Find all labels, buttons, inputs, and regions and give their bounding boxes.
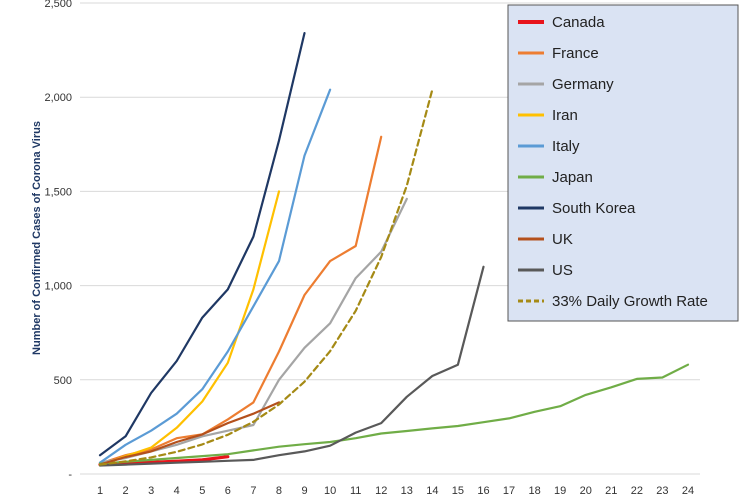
x-tick-label: 8 xyxy=(276,485,282,497)
legend-label-germany: Germany xyxy=(552,76,614,93)
y-axis-ticks: - 500 1,000 1,500 2,000 2,500 xyxy=(44,0,72,481)
legend-label-us: US xyxy=(552,262,573,279)
y-tick-label: 1,500 xyxy=(44,186,72,198)
y-tick-label: 500 xyxy=(54,375,72,387)
legend-label-33-daily-growth-rate: 33% Daily Growth Rate xyxy=(552,293,708,310)
legend-label-south-korea: South Korea xyxy=(552,200,636,217)
series-line-us xyxy=(98,265,485,467)
legend-label-iran: Iran xyxy=(552,107,578,124)
y-tick-label: 2,000 xyxy=(44,92,72,104)
x-tick-label: 9 xyxy=(301,485,307,497)
series-line-uk xyxy=(98,401,281,466)
x-tick-label: 22 xyxy=(631,485,643,497)
x-tick-label: 16 xyxy=(477,485,489,497)
legend-label-france: France xyxy=(552,45,599,62)
legend-label-canada: Canada xyxy=(552,14,605,31)
x-tick-label: 11 xyxy=(350,485,361,497)
series-line-33-daily-growth-rate xyxy=(98,88,434,466)
series-lines xyxy=(98,31,690,467)
legend: Canada France Germany Iran Italy Japan South K… xyxy=(507,4,739,322)
x-tick-label: 2 xyxy=(123,485,129,497)
legend-box xyxy=(507,4,739,322)
x-tick-label: 7 xyxy=(250,485,256,497)
series-line-iran xyxy=(98,190,281,467)
x-tick-label: 14 xyxy=(426,485,438,497)
x-tick-label: 10 xyxy=(324,485,336,497)
y-tick-label: 2,500 xyxy=(44,0,72,10)
x-tick-label: 3 xyxy=(148,485,154,497)
y-axis-title: Number of Confirmed Cases of Corona Viru… xyxy=(31,121,43,355)
x-tick-label: 4 xyxy=(174,485,180,497)
x-tick-label: 20 xyxy=(580,485,592,497)
legend-label-uk: UK xyxy=(552,231,573,248)
gridlines xyxy=(80,2,700,475)
x-tick-label: 18 xyxy=(528,485,540,497)
series-line-south-korea xyxy=(98,31,306,457)
x-tick-label: 23 xyxy=(656,485,668,497)
x-tick-label: 12 xyxy=(375,485,387,497)
legend-items: Canada France Germany Iran Italy Japan South K… xyxy=(518,14,708,310)
x-tick-label: 1 xyxy=(97,485,103,497)
x-tick-label: 21 xyxy=(605,485,617,497)
x-tick-label: 19 xyxy=(554,485,566,497)
y-tick-label: 1,000 xyxy=(44,281,72,293)
legend-label-japan: Japan xyxy=(552,169,593,186)
series-line-japan xyxy=(98,363,690,465)
x-tick-label: 17 xyxy=(503,485,515,497)
y-tick-label: - xyxy=(68,469,72,481)
x-tick-label: 24 xyxy=(682,485,694,497)
legend-label-italy: Italy xyxy=(552,138,580,155)
x-axis-ticks: 1 2 3 4 5 6 7 8 9 10 11 12 13 14 15 16 17 18 19 20 21 22 23 24 xyxy=(97,485,694,497)
series-line-france xyxy=(98,135,383,465)
x-tick-label: 13 xyxy=(401,485,413,497)
x-tick-label: 6 xyxy=(225,485,231,497)
series-line-italy xyxy=(98,88,332,464)
x-tick-label: 15 xyxy=(452,485,464,497)
x-tick-label: 5 xyxy=(199,485,205,497)
